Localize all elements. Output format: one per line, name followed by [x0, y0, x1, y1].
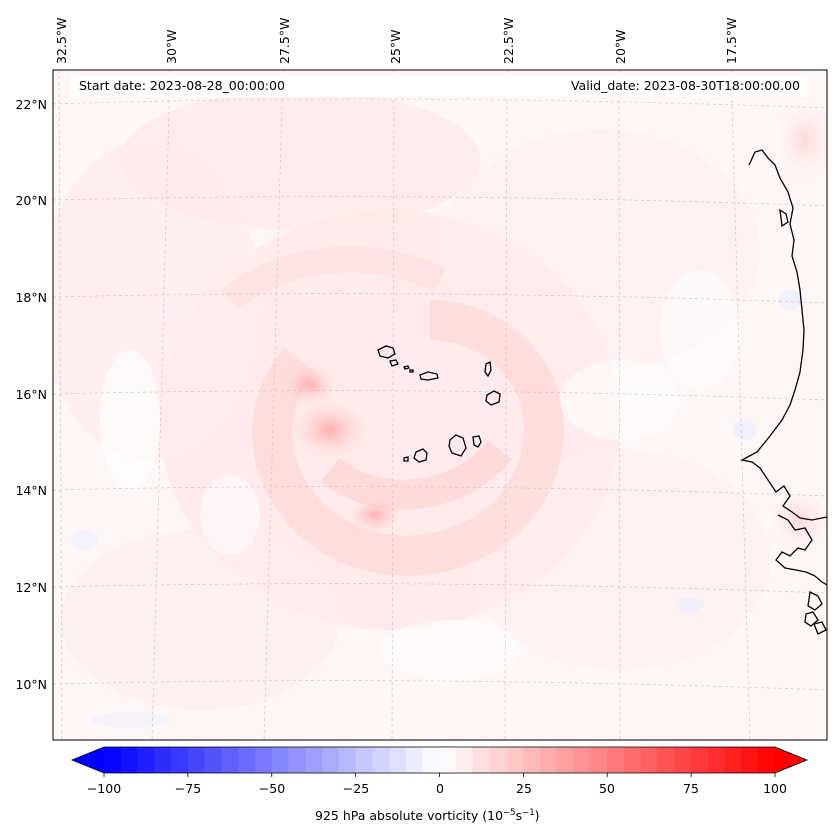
lat-label: 20°N: [15, 193, 47, 208]
colorbar-segment: [707, 747, 726, 773]
colorbar-segment: [573, 747, 592, 773]
colorbar-segment: [389, 747, 407, 773]
lon-label: 20°W: [613, 29, 628, 64]
lat-label: 16°N: [15, 387, 47, 402]
colorbar-segment: [221, 747, 239, 773]
colorbar-segment: [489, 747, 508, 773]
lon-label: 30°W: [164, 29, 179, 64]
vorticity-field: [53, 90, 827, 728]
lon-label: 22.5°W: [501, 17, 516, 64]
colorbar-segment: [171, 747, 189, 773]
lon-label: 32.5°W: [54, 17, 69, 64]
start-date-label: Start date: 2023-08-28_00:00:00: [79, 78, 285, 93]
colorbar-segment: [590, 747, 608, 773]
colorbar-segment: [154, 747, 172, 773]
gridlines: [53, 70, 827, 740]
lat-label: 22°N: [15, 97, 47, 112]
colorbar-segment: [439, 747, 457, 773]
colorbar-segment: [691, 747, 709, 773]
colorbar-segment: [305, 747, 323, 773]
colorbar-tick-label: −50: [258, 781, 286, 796]
colorbar-segment: [338, 747, 357, 773]
colorbar-tick-label: −25: [342, 781, 370, 796]
colorbar: [70, 746, 809, 777]
colorbar-segment: [271, 747, 290, 773]
colorbar-segment: [322, 747, 340, 773]
colorbar-segment: [556, 747, 575, 773]
coastline: [740, 149, 827, 635]
colorbar-segment: [607, 747, 625, 773]
colorbar-tick-label: −100: [86, 781, 122, 796]
colorbar-segment: [120, 747, 139, 773]
colorbar-segment: [506, 747, 524, 773]
colorbar-segment: [724, 747, 743, 773]
map-border: [52, 69, 828, 741]
lon-label: 27.5°W: [277, 17, 292, 64]
colorbar-segment: [422, 747, 441, 773]
colorbar-min-extend: [72, 747, 104, 773]
lat-label: 10°N: [15, 677, 47, 692]
colorbar-segment: [254, 747, 273, 773]
header-box: [70, 76, 808, 97]
colorbar-segment: [657, 747, 675, 773]
colorbar-segment: [405, 747, 424, 773]
colorbar-segment: [758, 747, 776, 773]
lon-label: 17.5°W: [724, 17, 739, 64]
colorbar-segment: [372, 747, 390, 773]
colorbar-segment: [456, 747, 474, 773]
colorbar-segment: [473, 747, 491, 773]
colorbar-segment: [523, 747, 541, 773]
colorbar-segment: [540, 747, 558, 773]
colorbar-tick-label: 0: [436, 781, 444, 796]
lat-label: 12°N: [15, 580, 47, 595]
colorbar-tick-label: 50: [599, 781, 615, 796]
colorbar-tick-label: −75: [174, 781, 202, 796]
colorbar-segment: [674, 747, 692, 773]
colorbar-max-extend: [775, 747, 807, 773]
colorbar-segment: [104, 747, 122, 773]
colorbar-tick-label: 25: [516, 781, 532, 796]
colorbar-segment: [288, 747, 306, 773]
colorbar-segment: [741, 747, 759, 773]
colorbar-segment: [187, 747, 206, 773]
colorbar-title: 925 hPa absolute vorticity (10−5s−1): [315, 808, 540, 824]
colorbar-segment: [624, 747, 642, 773]
lat-label: 18°N: [15, 290, 47, 305]
colorbar-segment: [137, 747, 155, 773]
colorbar-tick-label: 100: [763, 781, 787, 796]
colorbar-segment: [355, 747, 374, 773]
colorbar-segment: [238, 747, 256, 773]
cape-verde-islands: [377, 345, 501, 463]
lon-label: 25°W: [388, 29, 403, 64]
colorbar-tick-label: 75: [683, 781, 699, 796]
lat-label: 14°N: [15, 483, 47, 498]
colorbar-segment: [204, 747, 223, 773]
valid-date-label: Valid_date: 2023-08-30T18:00:00.00: [570, 78, 800, 93]
colorbar-segment: [640, 747, 659, 773]
